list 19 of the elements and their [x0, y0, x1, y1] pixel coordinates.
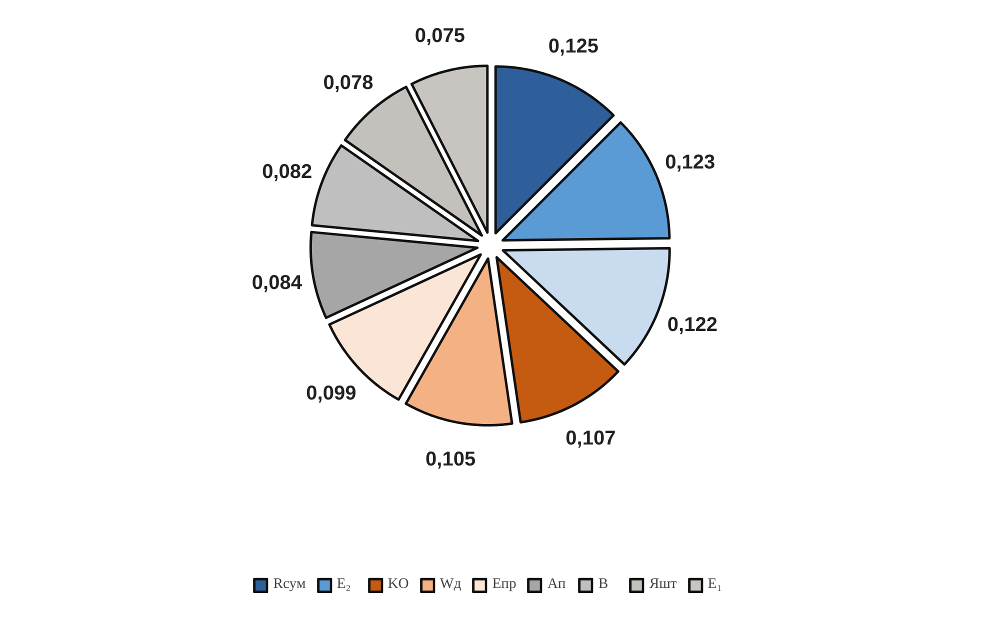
legend-label: Eпр [492, 576, 516, 593]
data-label: 0,125 [548, 35, 598, 58]
legend-label: Wд [440, 576, 462, 593]
data-label: 0,123 [665, 151, 716, 174]
legend-label: E₁ [708, 576, 723, 593]
legend-label: Яшт [649, 576, 677, 593]
data-label: 0,078 [323, 72, 374, 94]
data-label: 0,099 [306, 382, 356, 404]
data-label: 0,122 [667, 314, 718, 336]
data-label: 0,075 [414, 24, 465, 47]
legend-label: B [598, 576, 610, 593]
data-label: 0,084 [252, 272, 303, 294]
legend-label: KO [388, 576, 409, 593]
legend-label: Rсум [273, 576, 306, 593]
data-label: 0,082 [262, 160, 312, 183]
data-label: 0,105 [426, 448, 476, 470]
legend-label: E₂ [336, 576, 352, 593]
legend-label: Aп [547, 576, 567, 593]
data-label: 0,107 [566, 428, 616, 450]
